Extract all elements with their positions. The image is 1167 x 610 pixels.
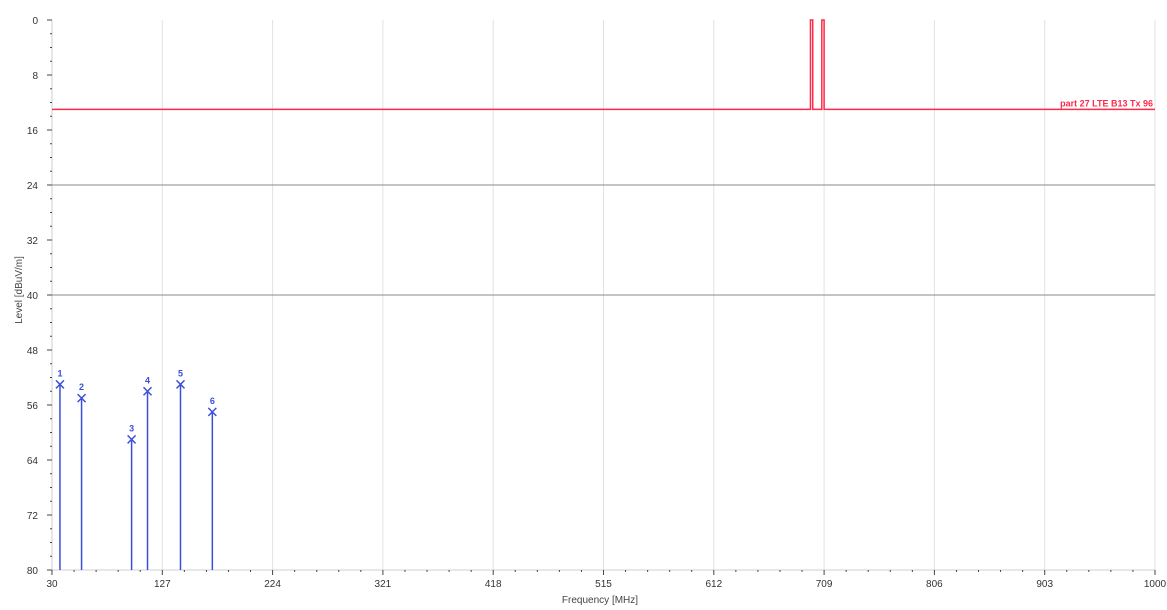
x-tick-label: 1000 [1144, 579, 1167, 590]
y-tick-label: 8 [32, 71, 38, 82]
marker-cross [207, 407, 217, 417]
y-tick-label: 48 [27, 346, 39, 357]
reference-lines [52, 184, 1155, 296]
x-axis-label: Frequency [MHz] [562, 595, 638, 606]
y-tick-label: 40 [27, 291, 39, 302]
x-tick-label: 806 [926, 579, 943, 590]
minor-ticks [47, 19, 1156, 575]
marker-cross [142, 386, 153, 396]
marker-label: 3 [129, 423, 134, 433]
marker-label: 6 [210, 396, 215, 406]
x-tick-label: 127 [154, 579, 171, 590]
y-tick-label: 56 [27, 401, 39, 412]
y-tick-label: 80 [27, 566, 39, 577]
marker-label: 2 [79, 382, 84, 392]
x-tick-label: 321 [375, 579, 392, 590]
marker-cross [127, 434, 137, 444]
x-tick-label: 515 [595, 579, 612, 590]
limit-line-path [52, 19, 1155, 111]
marker-cross [175, 379, 186, 389]
marker-label: 5 [178, 368, 183, 378]
y-tick-label: 32 [27, 236, 39, 247]
limit-line-label: part 27 LTE B13 Tx 96 [1060, 98, 1153, 108]
limit-line: part 27 LTE B13 Tx 96 [52, 19, 1155, 111]
y-tick-label: 64 [27, 456, 39, 467]
y-tick-label: 16 [27, 126, 39, 137]
x-tick-label: 30 [46, 579, 58, 590]
y-axis-label: Level [dBuV/m] [14, 256, 25, 324]
x-tick-label: 903 [1036, 579, 1053, 590]
marker-cross [55, 379, 65, 389]
x-tick-label: 224 [264, 579, 281, 590]
y-tick-label: 0 [32, 16, 38, 27]
y-tick-label: 72 [27, 511, 39, 522]
y-tick-label: 24 [27, 181, 39, 192]
marker-cross [77, 393, 87, 403]
x-tick-label: 418 [485, 579, 502, 590]
x-tick-label: 709 [816, 579, 833, 590]
x-tick-label: 612 [705, 579, 722, 590]
marker-label: 1 [57, 368, 62, 378]
marker-label: 4 [145, 375, 150, 385]
markers: 1 2 3 4 5 6 [55, 368, 217, 570]
